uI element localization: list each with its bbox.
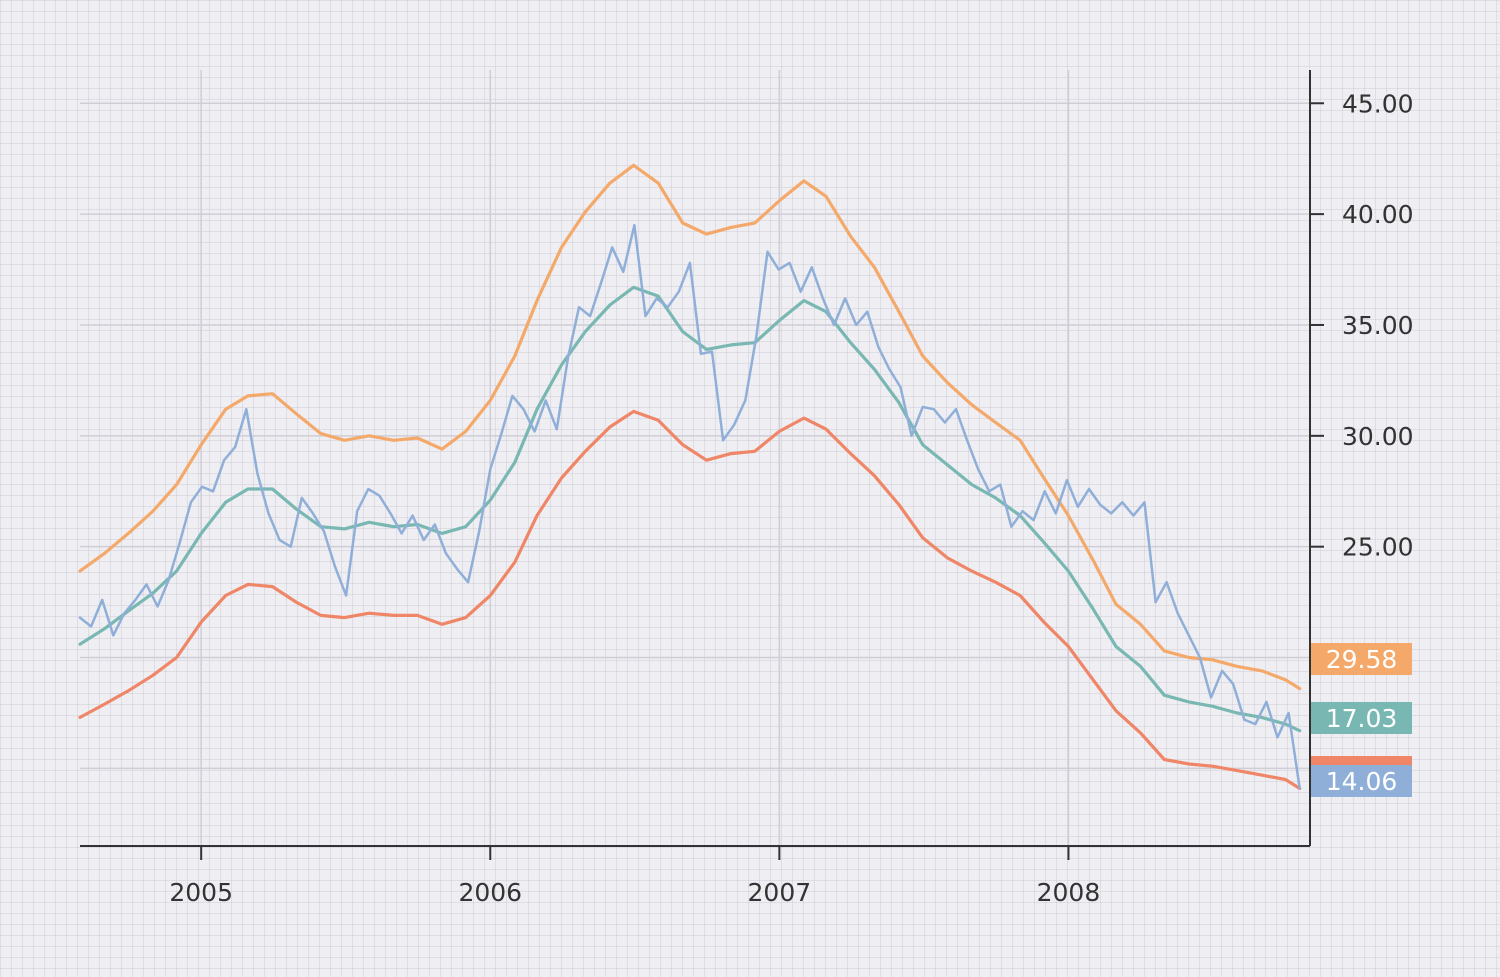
y-tick-label: 30.00	[1342, 422, 1414, 451]
x-axis-ticks: 2005 2006 2007 2008	[169, 846, 1100, 907]
last-value-badges: 14.06 29.58 17.03	[1311, 643, 1412, 797]
y-tick-label: 40.00	[1342, 200, 1414, 229]
x-tick-label: 2008	[1037, 878, 1101, 907]
value-badge-1	[1311, 643, 1412, 675]
value-badge-label: 17.03	[1326, 704, 1398, 733]
y-tick-label: 45.00	[1342, 89, 1414, 118]
series-lines	[78, 163, 1302, 790]
value-badge-2	[1311, 702, 1412, 734]
y-tick-label: 25.00	[1342, 533, 1414, 562]
series-line-3	[78, 409, 1302, 790]
value-badge-0	[1311, 765, 1412, 797]
y-axis-ticks: 25.00 30.00 35.00 40.00 45.00	[1310, 89, 1414, 562]
grid	[80, 70, 1310, 846]
value-badge-label: 14.06	[1326, 767, 1398, 796]
value-badge-3	[1311, 756, 1412, 765]
x-tick-label: 2005	[169, 878, 233, 907]
y-tick-label: 35.00	[1342, 311, 1414, 340]
series-line-0	[78, 223, 1301, 790]
value-badge-label: 29.58	[1326, 645, 1398, 674]
series-line-2	[78, 285, 1302, 733]
axes	[80, 70, 1311, 847]
x-tick-label: 2006	[458, 878, 522, 907]
series-line-1	[78, 163, 1302, 691]
x-tick-label: 2007	[748, 878, 812, 907]
